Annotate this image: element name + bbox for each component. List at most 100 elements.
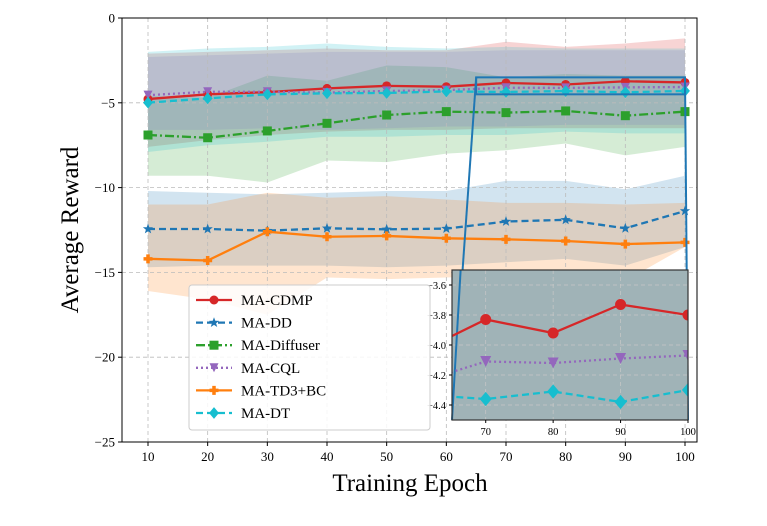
inset-data-point xyxy=(682,350,688,361)
data-point xyxy=(203,256,213,266)
x-tick-label: 80 xyxy=(559,449,572,464)
data-point xyxy=(620,222,631,233)
data-point xyxy=(321,222,333,233)
y-tick-label: 0 xyxy=(109,11,116,26)
data-point xyxy=(262,227,272,237)
legend-item-ma-cql: MA-CQL xyxy=(196,361,300,377)
band-ma-td3-bc xyxy=(148,192,685,315)
inset-x-tick-label: 80 xyxy=(548,427,559,438)
inset-data-point xyxy=(615,299,627,310)
legend-label: MA-DD xyxy=(241,316,292,332)
series-line xyxy=(147,230,686,262)
inset-data-point xyxy=(480,356,492,367)
data-point xyxy=(142,223,154,234)
legend-marker xyxy=(209,295,219,305)
data-point xyxy=(143,254,153,264)
inset-x-tick-label: 90 xyxy=(615,427,626,438)
data-point xyxy=(679,205,691,216)
x-tick-label: 20 xyxy=(201,449,214,464)
y-tick-label: −20 xyxy=(95,350,115,365)
legend-item-ma-dd: MA-DD xyxy=(196,316,292,332)
inset-plot xyxy=(452,270,688,420)
inset-x-tick-label: 100 xyxy=(680,427,696,438)
data-point xyxy=(561,106,571,116)
x-tick-label: 90 xyxy=(619,449,632,464)
data-point xyxy=(262,88,273,101)
inset-y-tick-label: −4.4 xyxy=(427,401,447,412)
data-point xyxy=(262,126,272,136)
data-point xyxy=(322,118,332,128)
data-point xyxy=(143,96,153,109)
legend-marker xyxy=(209,385,219,395)
data-point xyxy=(560,214,571,225)
data-point xyxy=(382,110,392,120)
legend-item-ma-cdmp: MA-CDMP xyxy=(196,293,313,309)
inset-data-point xyxy=(615,353,627,364)
inset-data-point xyxy=(547,327,559,339)
data-point xyxy=(202,92,213,105)
zoom-connector-inset xyxy=(452,270,462,420)
legend-item-ma-td3-bc: MA-TD3+BC xyxy=(196,383,326,399)
inset-data-point xyxy=(682,309,688,321)
data-point xyxy=(143,130,153,140)
band-ma-dd xyxy=(148,175,685,268)
legend-marker xyxy=(209,363,219,373)
x-axis-label: Training Epoch xyxy=(332,470,488,497)
legend-label: MA-TD3+BC xyxy=(241,383,326,399)
data-point xyxy=(381,223,392,234)
y-axis-label: Average Reward xyxy=(57,146,84,313)
data-point xyxy=(441,107,451,117)
inset-y-tick-label: −4.0 xyxy=(427,341,446,352)
data-point xyxy=(441,223,452,233)
legend-item-ma-dt: MA-DT xyxy=(196,406,290,422)
legend-label: MA-DT xyxy=(241,406,290,422)
legend-marker xyxy=(209,340,219,350)
band-ma-cql xyxy=(148,50,685,130)
x-tick-label: 30 xyxy=(261,449,274,464)
inset-data-point xyxy=(547,357,559,369)
series-line xyxy=(147,80,686,101)
x-tick-label: 10 xyxy=(142,449,155,464)
series-ma-dd xyxy=(142,205,691,235)
inset-data-point xyxy=(547,384,560,399)
data-point xyxy=(501,108,511,118)
data-point xyxy=(620,111,630,121)
legend-marker xyxy=(209,407,219,419)
inset-series-line xyxy=(452,303,688,338)
y-tick-label: −10 xyxy=(95,180,115,195)
plot-frame xyxy=(121,17,698,443)
data-point xyxy=(561,236,571,246)
inset-data-point xyxy=(614,394,627,410)
y-tick-label: −15 xyxy=(95,265,115,280)
inset-series-ma-cql xyxy=(452,350,688,374)
legend-label: MA-CDMP xyxy=(241,293,313,309)
series-ma-diffuser xyxy=(143,106,690,143)
series-line xyxy=(147,89,686,104)
series-ma-td3-bc xyxy=(143,227,690,266)
data-point xyxy=(680,237,690,247)
series-line xyxy=(147,109,686,139)
data-point xyxy=(501,234,511,244)
inset-data-point xyxy=(479,391,492,407)
x-tick-label: 70 xyxy=(500,449,513,464)
data-point xyxy=(382,231,392,241)
x-tick-label: 50 xyxy=(380,449,393,464)
inset-y-tick-label: −3.6 xyxy=(427,281,446,292)
inset-x-tick-label: 70 xyxy=(480,427,491,438)
data-point xyxy=(381,87,392,99)
data-point xyxy=(202,223,213,234)
data-point xyxy=(620,239,630,249)
data-point xyxy=(322,232,332,242)
legend-item-ma-diffuser: MA-Diffuser xyxy=(196,338,320,354)
y-tick-label: −25 xyxy=(95,435,115,450)
legend-label: MA-CQL xyxy=(241,361,300,377)
y-tick-label: −5 xyxy=(101,95,115,110)
legend-marker xyxy=(208,317,220,327)
inset-series-ma-cdmp xyxy=(452,299,688,339)
data-point xyxy=(143,90,153,100)
x-tick-label: 40 xyxy=(321,449,334,464)
data-point xyxy=(322,87,332,100)
data-point xyxy=(441,233,451,243)
